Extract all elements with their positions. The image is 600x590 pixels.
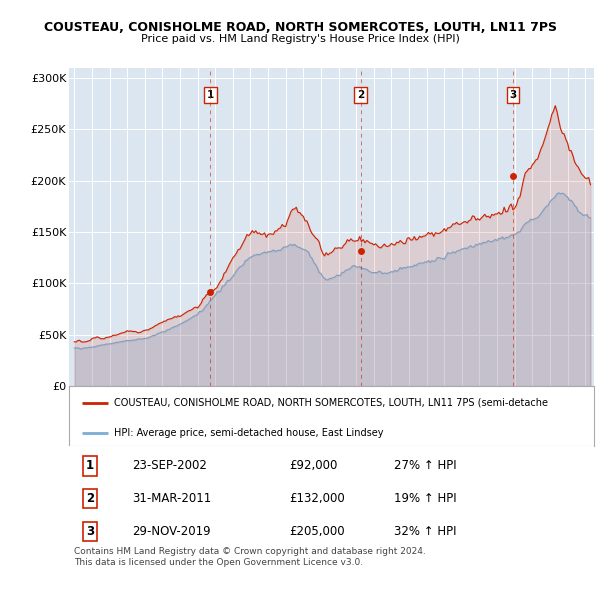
Text: Price paid vs. HM Land Registry's House Price Index (HPI): Price paid vs. HM Land Registry's House … xyxy=(140,34,460,44)
Text: COUSTEAU, CONISHOLME ROAD, NORTH SOMERCOTES, LOUTH, LN11 7PS (semi-detache: COUSTEAU, CONISHOLME ROAD, NORTH SOMERCO… xyxy=(113,398,548,408)
Text: 32% ↑ HPI: 32% ↑ HPI xyxy=(395,525,457,538)
Text: Contains HM Land Registry data © Crown copyright and database right 2024.
This d: Contains HM Land Registry data © Crown c… xyxy=(74,547,426,566)
Text: 19% ↑ HPI: 19% ↑ HPI xyxy=(395,492,457,505)
Text: £205,000: £205,000 xyxy=(290,525,345,538)
Text: 2: 2 xyxy=(357,90,364,100)
Text: 23-SEP-2002: 23-SEP-2002 xyxy=(132,460,207,473)
Text: 29-NOV-2019: 29-NOV-2019 xyxy=(132,525,211,538)
Text: 2: 2 xyxy=(86,492,94,505)
Text: 27% ↑ HPI: 27% ↑ HPI xyxy=(395,460,457,473)
Text: 1: 1 xyxy=(206,90,214,100)
Text: 31-MAR-2011: 31-MAR-2011 xyxy=(132,492,211,505)
Text: 1: 1 xyxy=(86,460,94,473)
Text: 3: 3 xyxy=(509,90,517,100)
Text: £132,000: £132,000 xyxy=(290,492,345,505)
Text: HPI: Average price, semi-detached house, East Lindsey: HPI: Average price, semi-detached house,… xyxy=(113,428,383,438)
Text: 3: 3 xyxy=(86,525,94,538)
Text: £92,000: £92,000 xyxy=(290,460,338,473)
Text: COUSTEAU, CONISHOLME ROAD, NORTH SOMERCOTES, LOUTH, LN11 7PS: COUSTEAU, CONISHOLME ROAD, NORTH SOMERCO… xyxy=(44,21,557,34)
